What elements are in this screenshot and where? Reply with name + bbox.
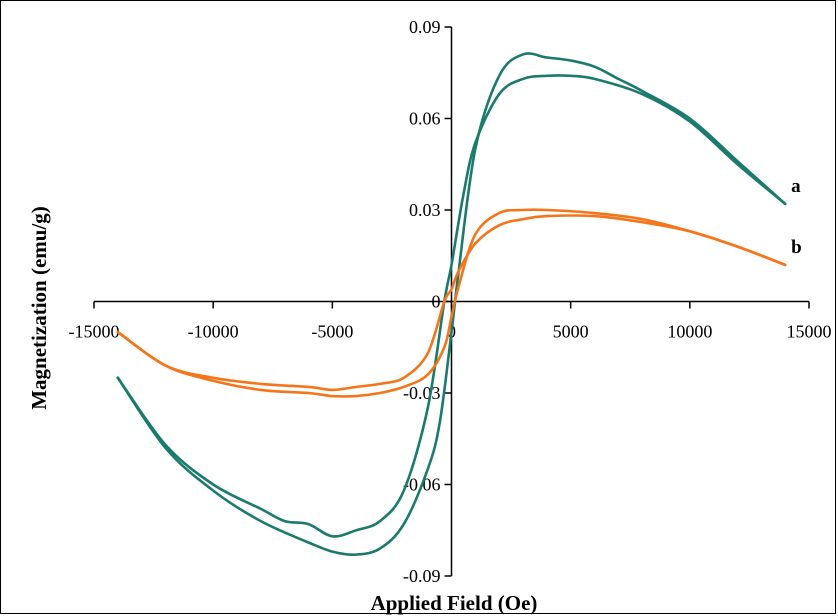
x-tick-label: -10000: [188, 322, 239, 342]
series-b-label: b: [791, 237, 802, 258]
x-tick-label: 5000: [553, 322, 589, 342]
series-a-upper-branch-line: [116, 74, 787, 538]
x-tick-label: -15000: [69, 322, 120, 342]
labels-layer: ab: [791, 176, 802, 258]
x-tick-label: -5000: [311, 322, 353, 342]
x-tick-label: 10000: [667, 322, 712, 342]
y-tick-label: 0.09: [409, 17, 441, 37]
y-tick-label: -0.09: [403, 566, 441, 586]
series-b-lower-branch-line: [116, 208, 787, 398]
x-axis-title: Applied Field (Oe): [371, 591, 538, 615]
series-b-upper-branch-line: [116, 214, 787, 392]
y-tick-label: 0.06: [409, 109, 441, 129]
series-a-label: a: [791, 176, 801, 197]
series-layer: [116, 52, 787, 557]
axes: -15000 -10000 -5000 0 5000 10000 15000 0.09 0.06…: [69, 17, 832, 586]
y-tick-label: 0: [432, 292, 441, 312]
x-tick-label: 15000: [787, 322, 832, 342]
y-axis-title: Magnetization (emu/g): [27, 206, 51, 410]
y-tick-label: 0.03: [409, 200, 441, 220]
